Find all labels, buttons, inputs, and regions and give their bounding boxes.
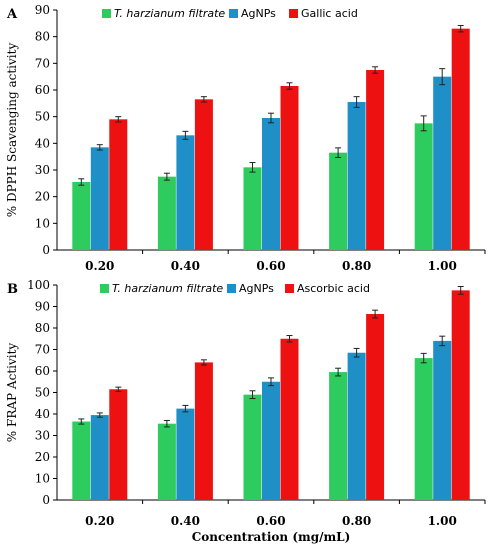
bar [72,421,91,500]
panel-label: B [7,282,18,297]
bar [90,415,109,500]
y-axis-label: % DPPH Scavenging activity [5,43,19,218]
x-axis-label: Concentration (mg/mL) [192,530,351,544]
bar [176,135,195,250]
y-tick-label: 0 [42,243,50,257]
bar [243,394,262,500]
bar [451,28,470,250]
chart-panel-b: 0 10 20 30 40 50 60 70 80 90 100 % FRAP Activity B 0.… [5,278,486,544]
legend-entry: T. harzianum filtrate [114,7,225,20]
legend-swatch [229,9,238,18]
bar [109,119,128,250]
y-tick-label: 50 [35,110,50,124]
x-tick-label: 0.40 [171,514,200,528]
y-tick-label: 50 [35,386,50,400]
bar [329,152,348,250]
bar [366,314,385,500]
bar [280,338,299,500]
y-tick-label: 20 [35,190,50,204]
x-tick-label: 1.00 [428,259,457,273]
x-tick-label: 0.20 [85,259,114,273]
y-tick-label: 70 [35,56,50,70]
y-tick-label: 70 [35,343,50,357]
bar [194,99,213,250]
bar [109,389,128,500]
bar [243,167,262,250]
x-tick-label: 1.00 [428,514,457,528]
legend-entry: Gallic acid [301,7,358,20]
y-tick-label: 30 [35,163,50,177]
bar [157,176,176,250]
y-tick-label: 90 [35,300,50,314]
y-tick-label: 80 [35,30,50,44]
y-tick-label: 20 [35,450,50,464]
legend-entry: T. harzianum filtrate [112,282,223,295]
y-tick-label: 60 [35,364,50,378]
legend-swatch [102,9,111,18]
bar [366,70,385,250]
y-tick-label: 100 [27,278,50,292]
bar [262,118,280,250]
x-tick-label: 0.80 [342,259,371,273]
legend-swatch [285,284,294,293]
bar [414,358,433,500]
bar [157,423,176,500]
legend-entry: AgNPs [241,7,276,20]
x-tick-label: 0.60 [256,259,285,273]
y-tick-label: 40 [35,136,50,150]
legend-swatch [289,9,298,18]
bar [347,352,366,500]
x-tick-label: 0.20 [85,514,114,528]
bar [90,147,109,250]
bar [347,102,366,250]
y-tick-label: 80 [35,321,50,335]
legend-swatch [227,284,236,293]
bar [414,123,433,250]
panel-label: A [6,7,18,22]
y-tick-label: 40 [35,407,50,421]
bar [451,290,470,500]
bar [72,182,91,250]
y-axis-label: % FRAP Activity [5,343,19,443]
y-tick-label: 60 [35,83,50,97]
chart-panel-a: 0 10 20 30 40 50 60 70 80 90 % DPPH Scavenging act… [5,3,486,273]
bar [194,362,213,500]
bar [329,372,348,500]
x-tick-label: 0.80 [342,514,371,528]
y-tick-label: 10 [35,216,50,230]
y-tick-label: 90 [35,3,50,17]
y-tick-label: 10 [35,472,50,486]
bar [280,86,299,250]
legend-entry: Ascorbic acid [297,282,370,295]
bar [176,408,195,500]
bar [433,76,452,251]
y-tick-label: 30 [35,429,50,443]
bar [433,340,452,500]
x-tick-label: 0.60 [256,514,285,528]
bar [262,381,280,500]
y-tick-label: 0 [42,493,50,507]
legend-swatch [100,284,109,293]
x-tick-label: 0.40 [171,259,200,273]
legend-entry: AgNPs [239,282,274,295]
